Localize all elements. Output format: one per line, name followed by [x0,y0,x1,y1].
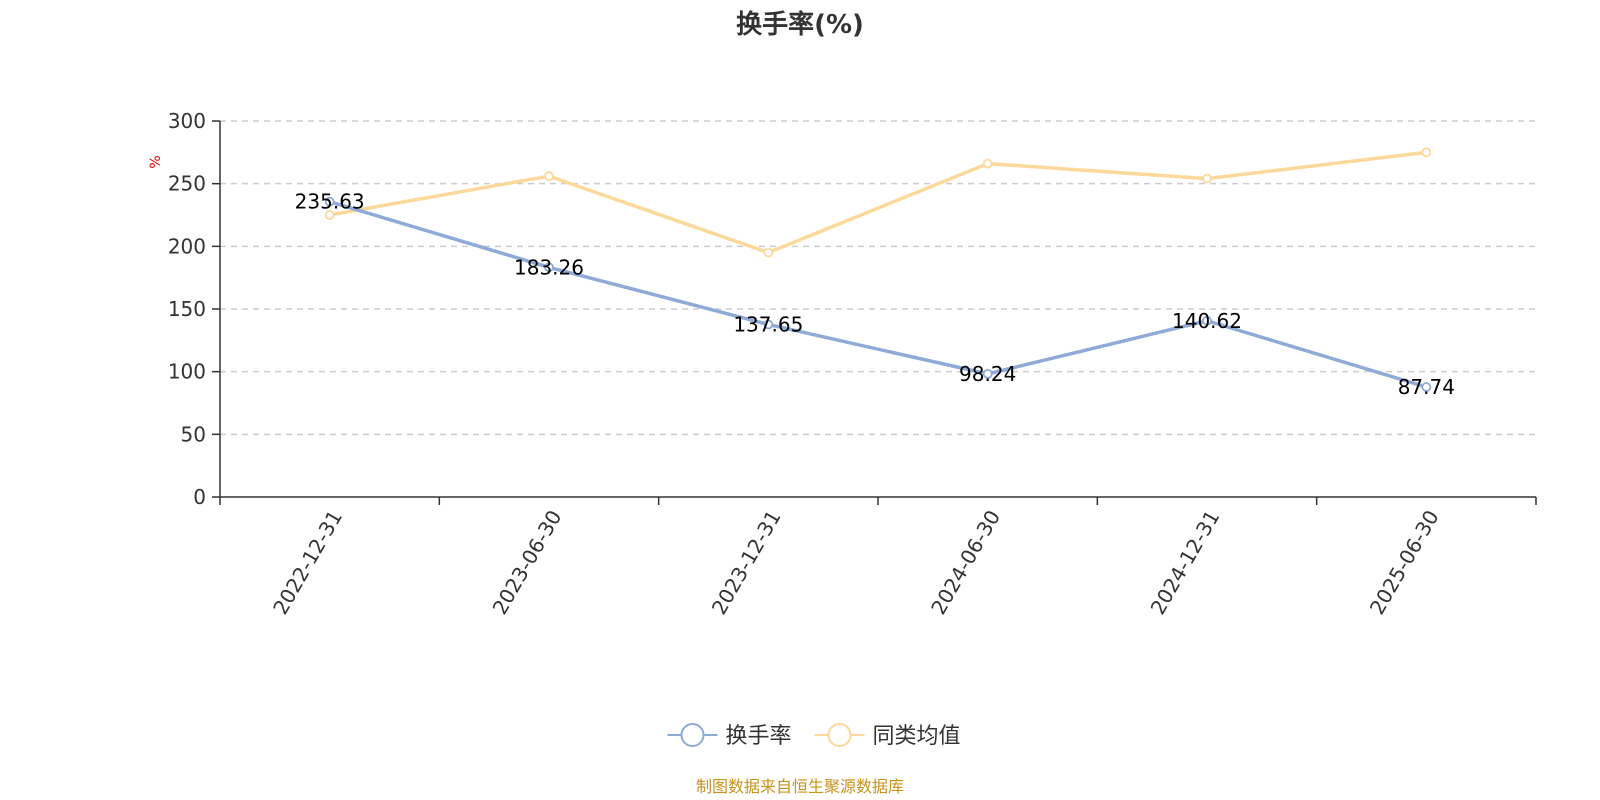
chart-title: 换手率(%) [736,9,864,40]
y-axis-unit-label: % [148,155,164,168]
y-tick-label: 100 [168,360,206,384]
grid-lines [220,120,1536,436]
data-label: 98.24 [959,362,1016,386]
data-point [1202,173,1212,184]
legend-marker [827,723,852,747]
legend-marker [680,723,705,747]
data-label: 87.74 [1398,375,1455,399]
data-point [1421,382,1432,392]
data-point [544,171,554,182]
data-labels: 235.63 183.26 137.65 98.24 140.62 87.74 [295,190,1455,399]
data-point [324,196,335,207]
data-point [763,319,774,330]
x-tick-label: 2024-06-30 [926,506,1005,619]
data-point [1421,147,1432,158]
legend[interactable]: 换手率 同类均值 [667,723,961,749]
axes [219,121,1536,498]
data-point [1202,315,1212,326]
data-point [982,158,993,169]
y-tick-label: 300 [168,109,206,133]
data-source-note: 制图数据来自恒生聚源数据库 [696,777,904,796]
data-point [982,368,993,379]
x-tick-label: 2025-06-30 [1365,506,1444,619]
legend-item[interactable]: 同类均值 [814,723,961,749]
data-point [544,262,554,273]
data-label: 140.62 [1172,309,1242,333]
legend-item[interactable]: 换手率 [667,723,792,749]
x-tick-label: 2024-12-31 [1145,506,1224,619]
data-label: 137.65 [733,312,803,336]
y-tick-label: 0 [193,485,206,509]
data-point [324,210,335,220]
data-point [763,247,774,258]
legend-label: 换手率 [726,724,792,749]
legend-label: 同类均值 [873,724,961,749]
y-tick-label: 200 [168,234,206,258]
series-line [329,200,1427,389]
x-tick-label: 2022-12-31 [268,506,347,619]
y-tick-label: 150 [168,297,206,321]
x-axis-ticks: 2022-12-31 2023-06-30 2023-12-31 2024-06-30… [219,497,1537,619]
x-tick-label: 2023-12-31 [707,506,786,619]
series-line [329,150,1427,255]
data-label: 183.26 [514,255,584,279]
series-lines [324,147,1432,392]
data-label: 235.63 [295,190,365,214]
y-tick-label: 50 [181,422,206,446]
x-tick-label: 2023-06-30 [487,506,566,619]
y-axis-ticks: 0 50 100 150 200 250 300 [168,109,220,509]
y-tick-label: 250 [168,172,206,196]
